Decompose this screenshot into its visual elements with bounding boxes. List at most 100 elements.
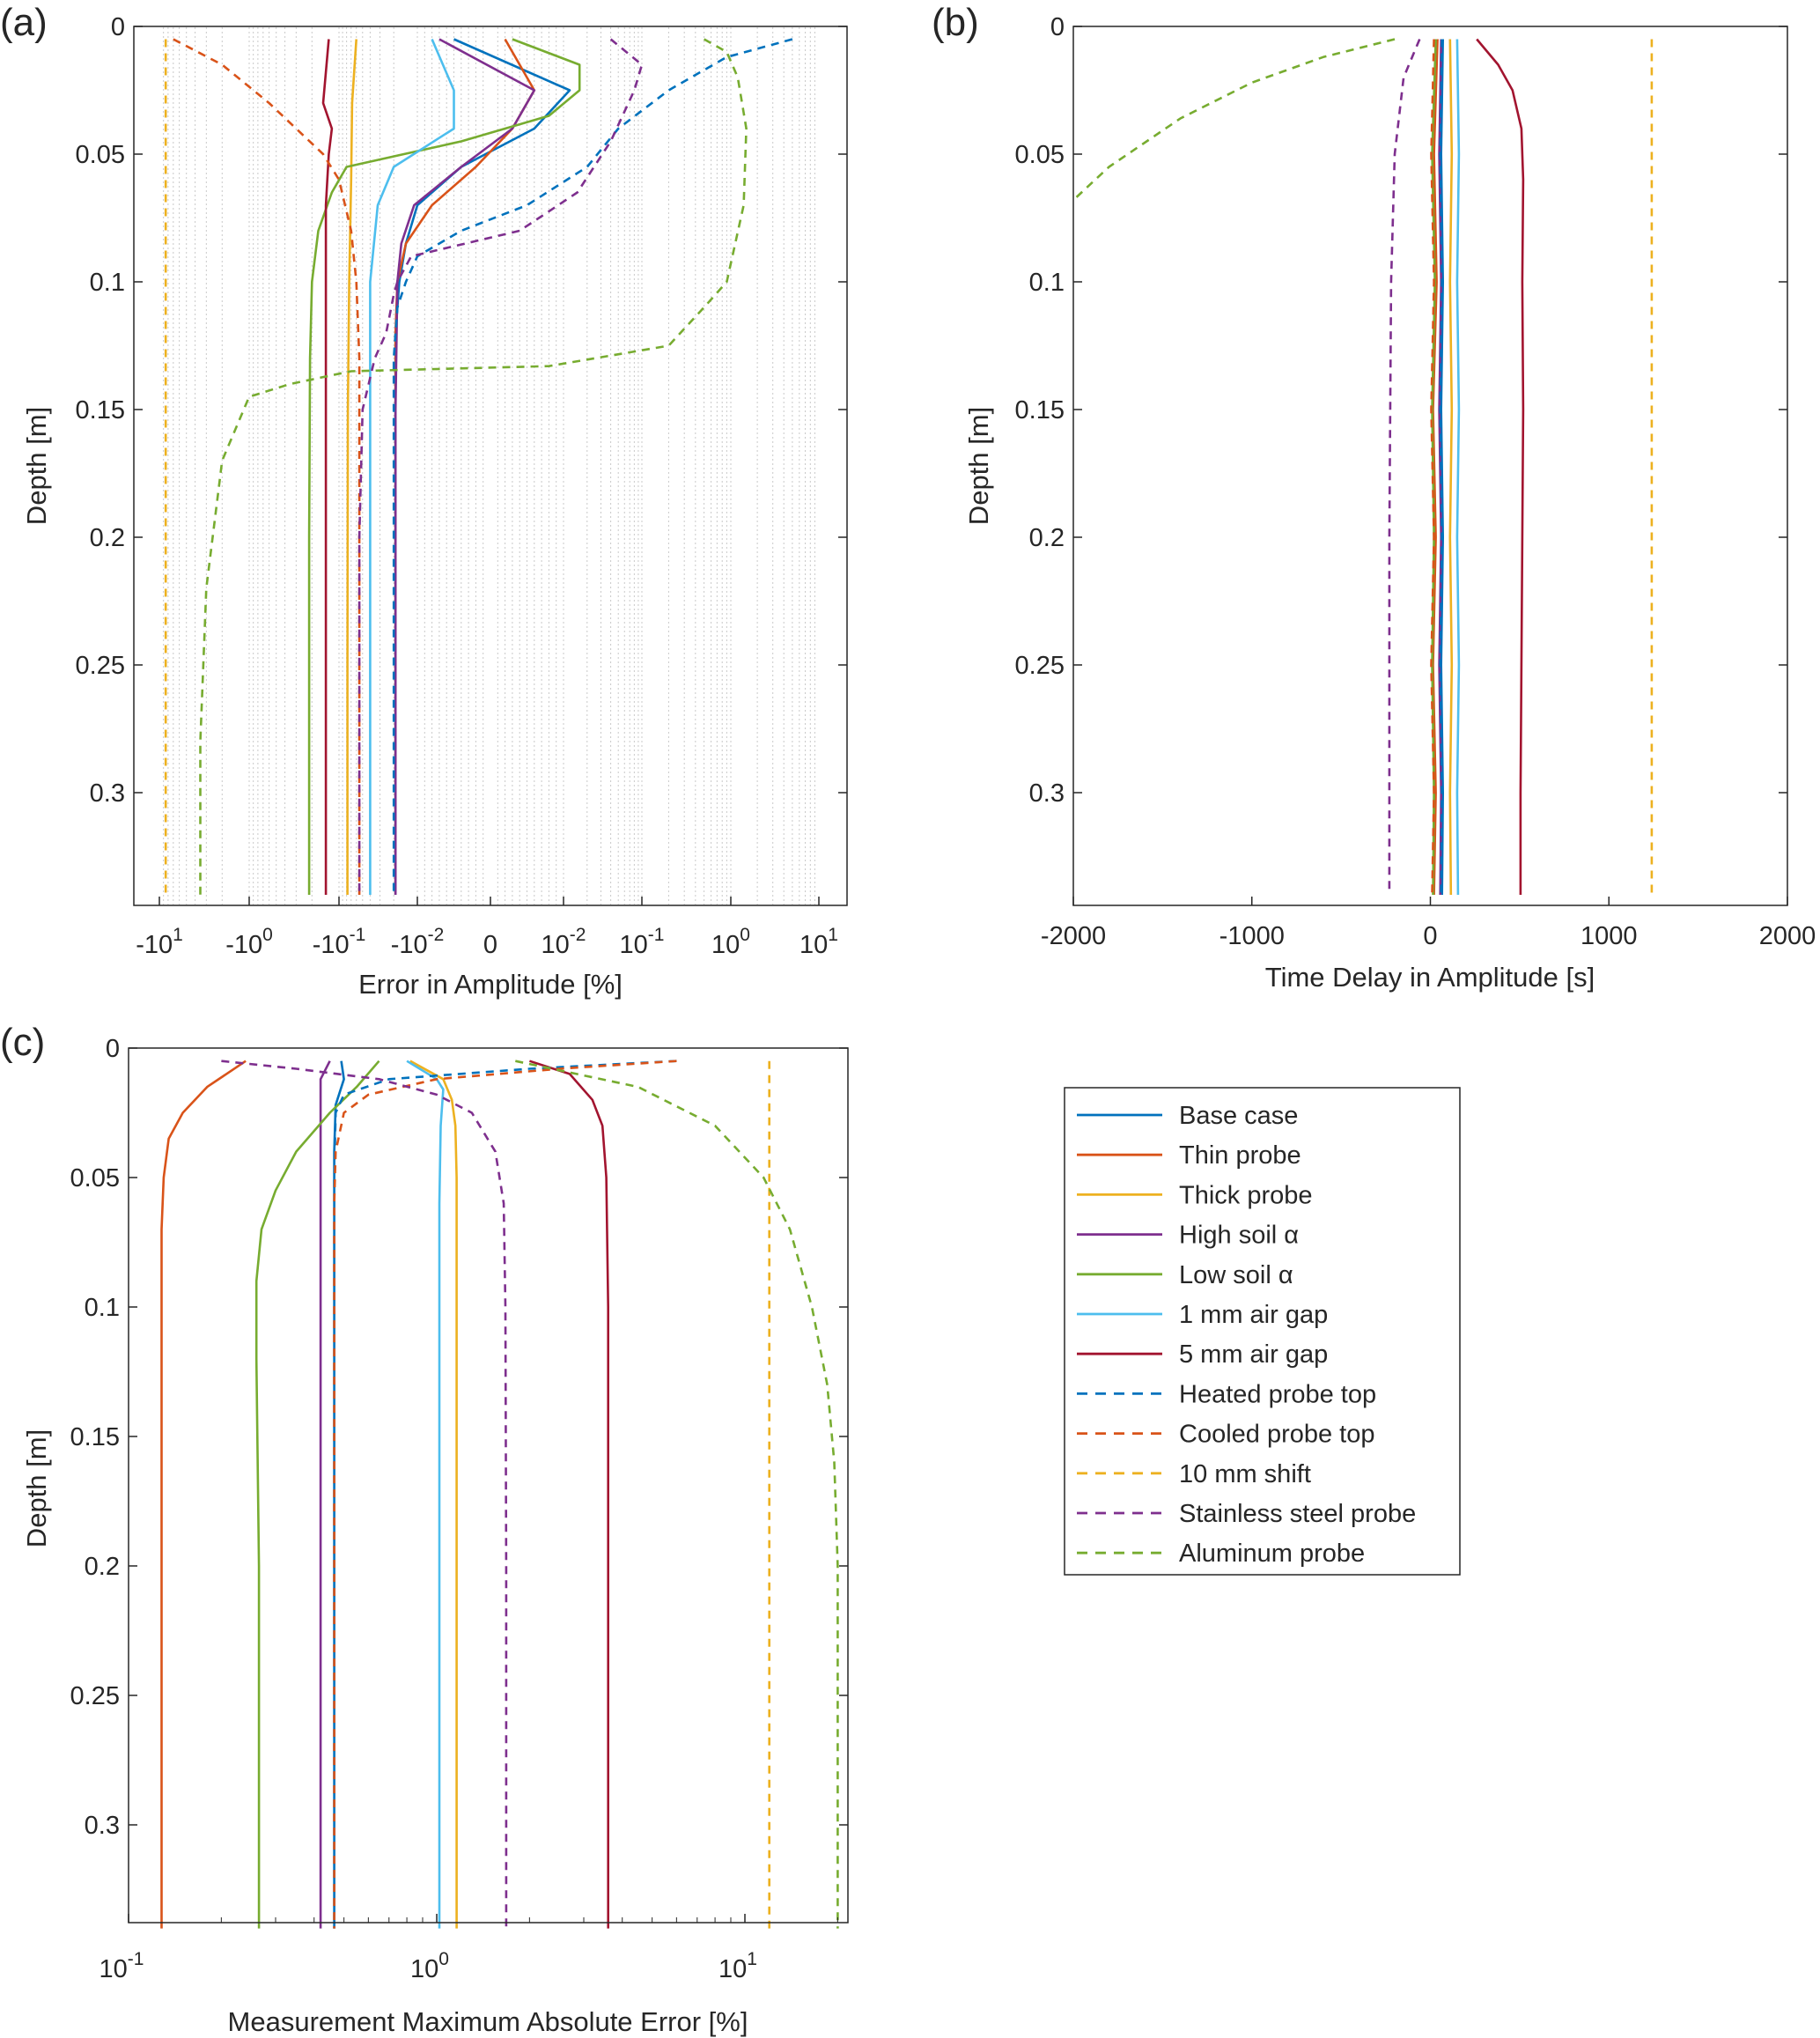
y-tick-label: 0.05 (1015, 141, 1065, 169)
series-line-1-mm-air-gap (1455, 39, 1461, 896)
panel-b-label: (b) (932, 1, 979, 44)
y-tick-label: 0.15 (76, 396, 125, 425)
legend-label: 10 mm shift (1179, 1460, 1311, 1488)
series-line-5-mm-air-gap (1476, 38, 1525, 895)
panel-c-xlabel: Measurement Maximum Absolute Error [%] (228, 2006, 748, 2037)
y-tick-label: 0.2 (85, 1553, 120, 1581)
panel-a-ylabel: Depth [m] (21, 407, 52, 525)
panel-b: -2000 -1000 0 1000 2000 00.050.10.150.20.250… (932, 1, 1816, 993)
y-tick-label: 0.1 (90, 269, 125, 297)
series-line-high-soil- (1438, 39, 1442, 896)
x-tick-label: -2000 (1041, 922, 1106, 950)
panel-a-y-ticks: 0 0.05 0.1 0.15 0.2 0.25 0.3 (76, 13, 847, 808)
legend-item: Aluminum probe (1077, 1540, 1365, 1568)
legend-item: Cooled probe top (1077, 1421, 1375, 1449)
series-line-thick-probe (346, 39, 357, 895)
series-line-5-mm-air-gap (321, 39, 334, 895)
x-tick-exponent: 1 (828, 925, 838, 945)
panel-a-minor-grid (163, 27, 815, 905)
legend-item: Thin probe (1077, 1141, 1301, 1170)
legend-item: Stainless steel probe (1077, 1500, 1416, 1528)
series-line-base-case (1440, 39, 1444, 896)
legend-item: Base case (1077, 1102, 1298, 1130)
series-line-low-soil- (307, 38, 581, 895)
y-tick-label: 0.2 (90, 524, 125, 552)
panel-a-xlabel: Error in Amplitude [%] (358, 969, 623, 1000)
series-line-stainless-steel-probe (357, 38, 644, 895)
series-line-aluminum-probe (1072, 38, 1396, 202)
series-line-stainless-steel-probe (221, 1060, 508, 1929)
y-tick-label: 0.15 (70, 1423, 120, 1451)
legend-label: Heated probe top (1179, 1380, 1376, 1408)
x-tick-exponent: 1 (747, 1949, 757, 1969)
panel-c-ylabel: Depth [m] (21, 1429, 52, 1547)
y-tick-label: 0.3 (85, 1812, 120, 1840)
legend-label: Aluminum probe (1179, 1540, 1365, 1568)
y-tick-label: 0 (1050, 13, 1065, 41)
x-tick-exponent: -2 (428, 925, 445, 945)
series-line-low-soil- (254, 1060, 380, 1929)
x-tick-exponent: 0 (740, 925, 750, 945)
x-tick-exponent: -2 (570, 925, 586, 945)
legend-label: 5 mm air gap (1179, 1340, 1328, 1369)
series-line-stainless-steel-probe (1388, 38, 1421, 895)
y-tick-label: 0.25 (70, 1682, 120, 1710)
series-line-5-mm-air-gap (529, 1060, 610, 1929)
y-tick-label: 0.1 (85, 1294, 120, 1322)
legend-items: Base case Thin probe Thick probe High soil … (1077, 1102, 1416, 1568)
legend-label: Low soil α (1179, 1261, 1293, 1289)
panel-c-y-ticks: 0 0.05 0.1 0.15 0.2 0.25 0.3 (70, 1035, 848, 1840)
series-line-cooled-probe-top (333, 1060, 677, 1929)
x-tick-exponent: 0 (438, 1949, 449, 1969)
legend-label: Thick probe (1179, 1181, 1313, 1209)
y-tick-label: 0.05 (70, 1164, 120, 1193)
x-tick-label: -101 (136, 925, 183, 959)
legend-label: Cooled probe top (1179, 1421, 1375, 1449)
legend-item: High soil α (1077, 1222, 1299, 1250)
legend-item: 5 mm air gap (1077, 1340, 1328, 1369)
panel-b-x-ticks: -2000 -1000 0 1000 2000 (1041, 897, 1816, 950)
x-tick-exponent: 0 (262, 925, 273, 945)
series-line-thick-probe (1448, 39, 1454, 896)
x-tick-label: -1000 (1219, 922, 1285, 950)
x-tick-exponent: 1 (173, 925, 183, 945)
y-tick-label: 0.3 (90, 779, 125, 808)
y-tick-label: 0.15 (1015, 396, 1065, 425)
y-tick-label: 0.2 (1029, 524, 1065, 552)
legend-item: Thick probe (1077, 1181, 1313, 1209)
y-tick-label: 0.3 (1029, 779, 1065, 808)
legend-label: Thin probe (1179, 1141, 1301, 1170)
series-line-thin-probe (160, 1060, 247, 1929)
y-tick-label: 0 (111, 13, 125, 41)
series-line-high-soil- (394, 38, 536, 895)
panel-c-axes-box (128, 1047, 849, 1924)
series-line-low-soil- (1431, 39, 1437, 896)
panel-b-ylabel: Depth [m] (963, 407, 994, 525)
legend-label: Stainless steel probe (1179, 1500, 1416, 1528)
y-tick-label: 0.25 (76, 652, 125, 680)
series-line-thin-probe (1432, 39, 1439, 896)
legend-item: 1 mm air gap (1077, 1301, 1328, 1329)
legend-label: Base case (1179, 1102, 1298, 1130)
series-line-aluminum-probe (515, 1060, 839, 1929)
y-tick-label: 0.05 (76, 141, 125, 169)
legend-item: Heated probe top (1077, 1380, 1376, 1408)
x-tick-label: 0 (483, 931, 497, 959)
panel-b-y-ticks: 0 0.05 0.1 0.15 0.2 0.25 0.3 (1015, 13, 1787, 808)
legend-label: 1 mm air gap (1179, 1301, 1328, 1329)
legend-label: High soil α (1179, 1222, 1299, 1250)
y-tick-label: 0.1 (1029, 269, 1065, 297)
panel-b-plot-area (1072, 38, 1654, 896)
panel-c-plot-area (160, 1060, 839, 1929)
panel-c: 10-1 100 101 00.050.10.150.20.250.3 (c) Me… (0, 1021, 849, 2037)
panel-c-label: (c) (0, 1021, 45, 1064)
panel-b-xlabel: Time Delay in Amplitude [s] (1265, 962, 1595, 993)
y-tick-label: 0 (106, 1035, 120, 1063)
legend-item: 10 mm shift (1077, 1460, 1311, 1488)
series-line-1-mm-air-gap (369, 38, 455, 895)
x-tick-exponent: -1 (350, 925, 366, 945)
x-tick-exponent: -1 (648, 925, 665, 945)
x-tick-label: 101 (718, 1949, 757, 1983)
series-line-heated-probe-top (333, 1060, 677, 1929)
